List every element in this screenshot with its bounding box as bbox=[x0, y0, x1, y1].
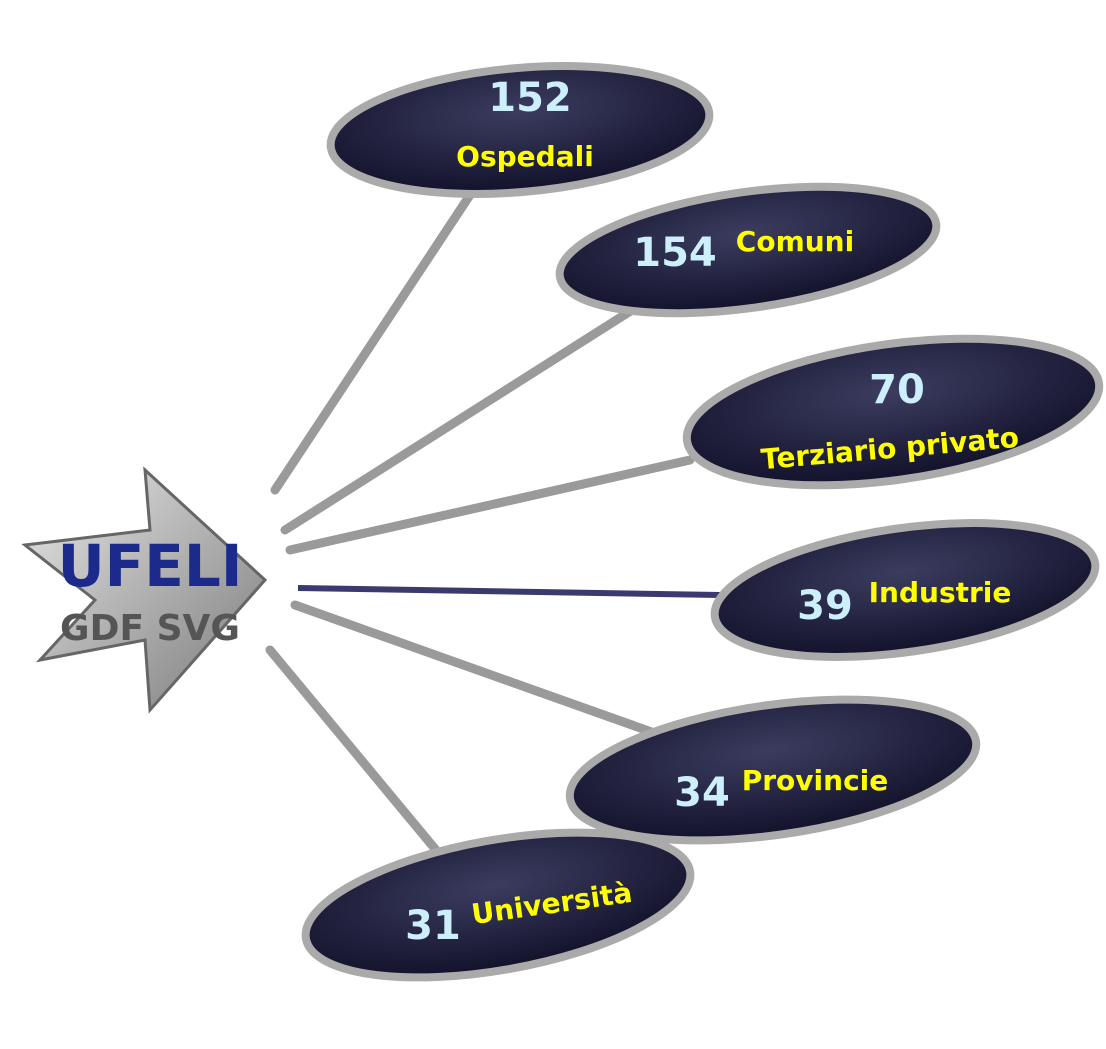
node-number: 70 bbox=[869, 367, 925, 413]
node-label: Ospedali bbox=[456, 140, 594, 173]
connector bbox=[285, 305, 640, 530]
logo-top: UFELI bbox=[58, 532, 243, 600]
diagram: UFELI GDF SVG 152 Ospedali 154 Comuni 70… bbox=[0, 0, 1106, 1049]
logo: UFELI GDF SVG bbox=[25, 470, 265, 710]
connector bbox=[290, 460, 690, 550]
node: 154 Comuni bbox=[552, 166, 944, 334]
connector bbox=[295, 605, 660, 735]
node: 31 Università bbox=[295, 807, 702, 1003]
node: 70 Terziario privato bbox=[678, 316, 1106, 509]
logo-bottom: GDF SVG bbox=[60, 608, 240, 649]
node-label: Comuni bbox=[736, 225, 854, 258]
node: 39 Industrie bbox=[706, 502, 1104, 678]
node: 152 Ospedali bbox=[325, 52, 714, 209]
node-number: 31 bbox=[405, 903, 461, 949]
connector bbox=[298, 588, 720, 595]
node-number: 39 bbox=[797, 583, 853, 629]
node-label: Provincie bbox=[742, 764, 889, 797]
node-number: 152 bbox=[488, 75, 572, 121]
node-label: Industrie bbox=[869, 576, 1012, 609]
connector bbox=[275, 195, 470, 490]
node-number: 34 bbox=[674, 770, 730, 816]
node-number: 154 bbox=[633, 230, 717, 276]
page: UFELI GDF SVG 152 Ospedali 154 Comuni 70… bbox=[0, 0, 1106, 1049]
